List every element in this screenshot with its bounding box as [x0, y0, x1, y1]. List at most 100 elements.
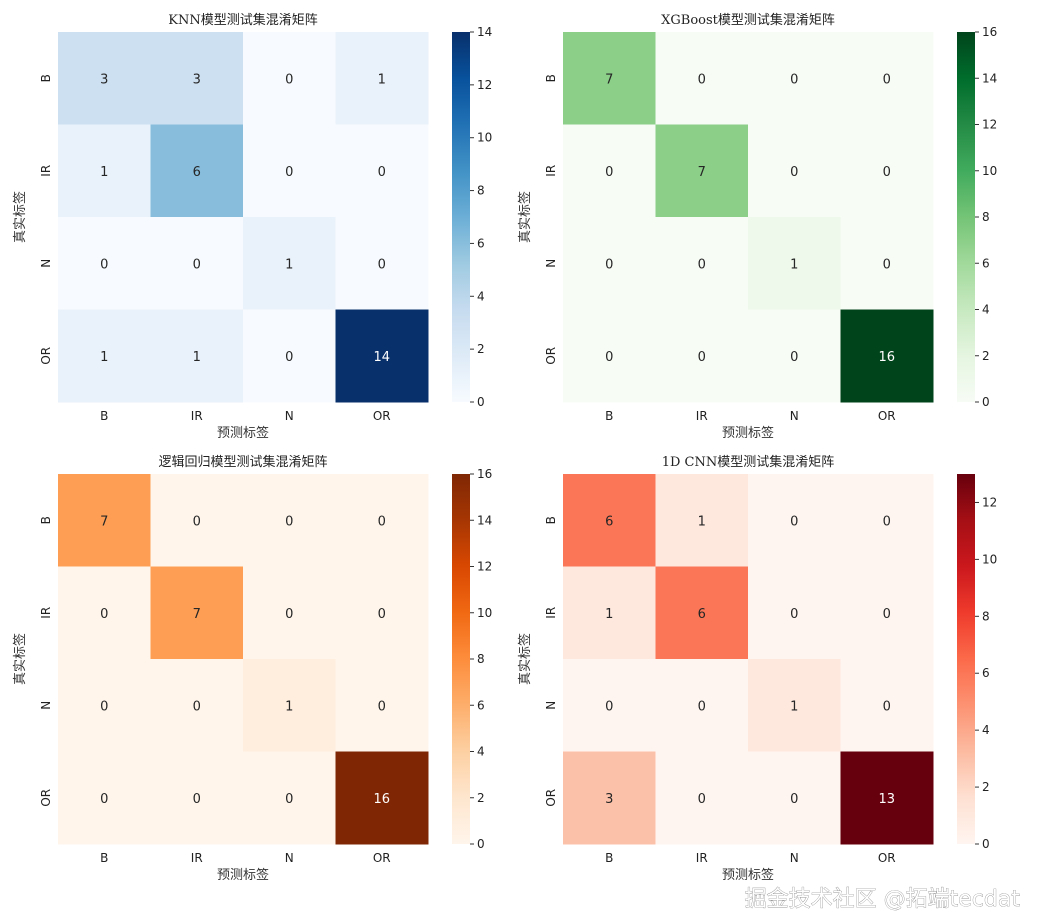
colorbar-tick-label: 4 — [982, 303, 990, 317]
cell-value-label: 0 — [285, 792, 293, 807]
x-tick-label: B — [605, 409, 613, 423]
watermark: 掘金技术社区 @拓端tecdat — [745, 887, 1021, 912]
heatmap-cell-IR-IR — [655, 566, 749, 660]
y-tick-label: OR — [39, 789, 53, 807]
heatmap-cell-N-OR — [840, 659, 934, 752]
y-tick-label: OR — [39, 347, 53, 365]
cell-value-label: 0 — [285, 72, 293, 87]
heatmap-cell-N-N — [748, 659, 841, 752]
heatmap-cell-B-OR — [840, 32, 934, 125]
y-tick-label: OR — [544, 347, 558, 365]
cell-value-label: 0 — [193, 699, 201, 714]
heatmap-cell-B-N — [748, 474, 841, 567]
y-tick-label: IR — [39, 607, 53, 619]
colorbar-tick-label: 6 — [477, 236, 485, 250]
cell-value-label: 0 — [378, 699, 386, 714]
colorbar-tick-label: 12 — [477, 560, 492, 574]
colorbar-tick-label: 0 — [982, 837, 990, 851]
heatmap-cell-IR-OR — [840, 124, 934, 218]
x-tick-label: IR — [696, 409, 708, 423]
heatmap-cell-IR-N — [243, 566, 336, 660]
heatmap-cell-OR-IR — [655, 309, 749, 403]
cell-value-label: 0 — [883, 607, 891, 622]
heatmap-cell-B-B — [563, 32, 656, 125]
heatmap-cell-IR-IR — [655, 124, 749, 218]
cell-value-label: 0 — [193, 257, 201, 272]
heatmap-cell-N-B — [58, 659, 151, 752]
colorbar-tick-label: 0 — [477, 395, 485, 409]
cell-value-label: 14 — [373, 350, 390, 365]
heatmap-cell-N-B — [563, 217, 656, 310]
colorbar-tick-label: 14 — [477, 25, 492, 39]
y-axis-label: 真实标签 — [12, 633, 28, 685]
colorbar-tick-label: 14 — [477, 513, 492, 527]
colorbar-tick-label: 10 — [982, 552, 997, 566]
heatmap-cell-N-IR — [150, 217, 244, 310]
heatmap-cell-IR-N — [243, 124, 336, 218]
cell-value-label: 0 — [790, 514, 798, 529]
heatmap-cell-N-IR — [655, 659, 749, 752]
cell-value-label: 0 — [378, 607, 386, 622]
heatmap-cell-B-OR — [335, 32, 429, 125]
colorbar-tick-label: 10 — [982, 164, 997, 178]
colorbar-tick-label: 2 — [477, 342, 485, 356]
heatmap-cell-N-B — [563, 659, 656, 752]
cell-value-label: 0 — [378, 165, 386, 180]
cell-value-label: 0 — [883, 699, 891, 714]
heatmap-cell-OR-B — [563, 309, 656, 403]
heatmap-cell-OR-N — [243, 309, 336, 403]
heatmap-cell-N-OR — [840, 217, 934, 310]
chart-title: XGBoost模型测试集混淆矩阵 — [661, 12, 835, 28]
x-tick-label: OR — [878, 851, 896, 865]
cell-value-label: 0 — [100, 792, 108, 807]
heatmap-cell-N-OR — [335, 217, 429, 310]
heatmap-cell-N-N — [243, 217, 336, 310]
cell-value-label: 1 — [790, 257, 798, 272]
cell-value-label: 3 — [193, 72, 201, 87]
cell-value-label: 3 — [605, 792, 613, 807]
y-tick-label: B — [544, 516, 558, 524]
cell-value-label: 13 — [878, 792, 895, 807]
cell-value-label: 1 — [285, 699, 293, 714]
y-tick-label: N — [544, 701, 558, 710]
colorbar-tick-label: 14 — [982, 71, 997, 85]
y-tick-label: B — [39, 516, 53, 524]
cell-value-label: 0 — [378, 514, 386, 529]
heatmap-cell-B-OR — [840, 474, 934, 567]
x-tick-label: IR — [191, 851, 203, 865]
cell-value-label: 1 — [193, 350, 201, 365]
cell-value-label: 7 — [698, 165, 706, 180]
x-tick-label: OR — [878, 409, 896, 423]
cell-value-label: 0 — [378, 257, 386, 272]
cell-value-label: 0 — [790, 350, 798, 365]
cell-value-label: 0 — [605, 699, 613, 714]
x-axis-label: 预测标签 — [722, 867, 774, 883]
heatmap-cell-OR-N — [748, 309, 841, 403]
y-tick-label: IR — [39, 165, 53, 177]
x-tick-label: B — [100, 851, 108, 865]
y-tick-label: IR — [544, 165, 558, 177]
chart-title: KNN模型测试集混淆矩阵 — [168, 12, 317, 28]
cell-value-label: 1 — [378, 72, 386, 87]
y-tick-label: OR — [544, 789, 558, 807]
cell-value-label: 0 — [698, 699, 706, 714]
colorbar-tick-label: 6 — [477, 698, 485, 712]
heatmap-cell-B-B — [563, 474, 656, 567]
heatmap-cell-OR-N — [748, 751, 841, 845]
colorbar-tick-label: 16 — [477, 467, 492, 481]
heatmap-cell-IR-OR — [840, 566, 934, 660]
colorbar-tick-label: 12 — [477, 78, 492, 92]
cell-value-label: 0 — [285, 607, 293, 622]
y-axis-label: 真实标签 — [517, 191, 533, 243]
cell-value-label: 6 — [193, 165, 201, 180]
x-tick-label: IR — [696, 851, 708, 865]
heatmap-cell-IR-IR — [150, 124, 244, 218]
cell-value-label: 0 — [883, 165, 891, 180]
colorbar-tick-label: 10 — [477, 131, 492, 145]
colorbar — [452, 474, 470, 844]
y-tick-label: B — [39, 74, 53, 82]
cell-value-label: 0 — [790, 792, 798, 807]
